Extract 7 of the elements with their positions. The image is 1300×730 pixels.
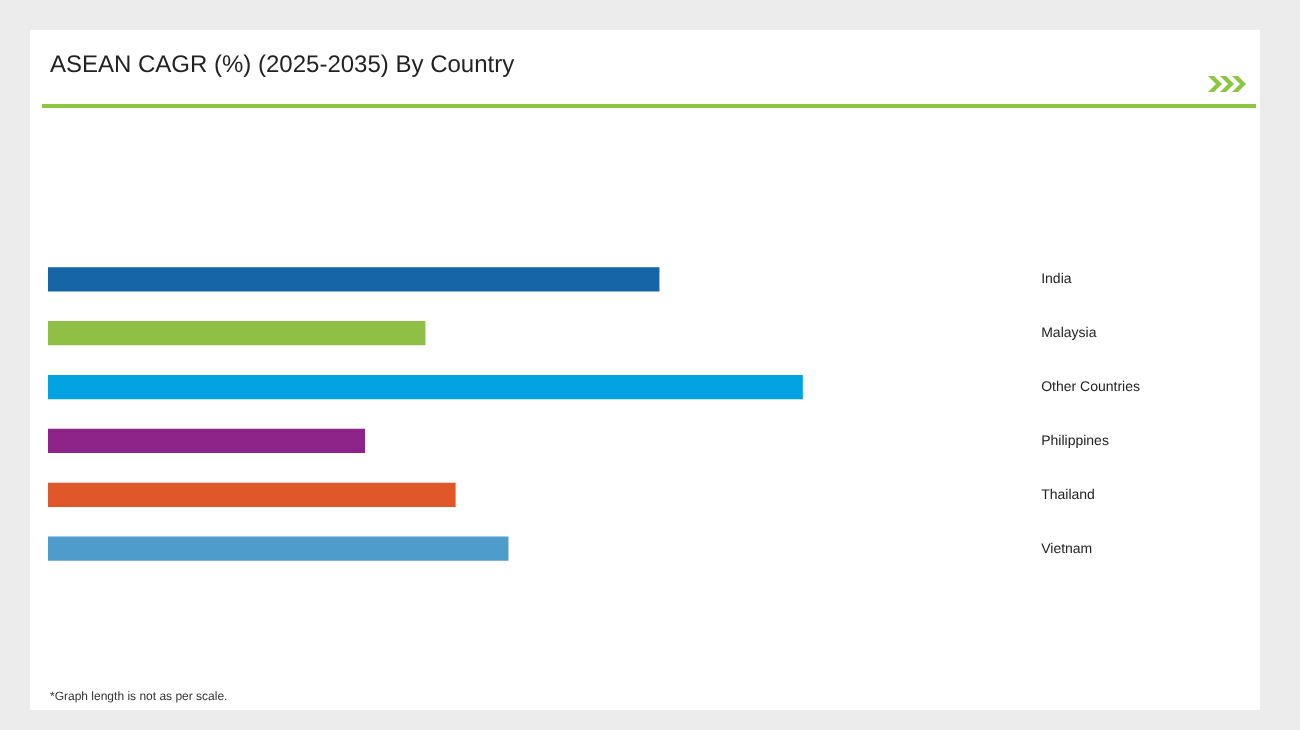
chart-title: ASEAN CAGR (%) (2025-2035) By Country: [50, 50, 515, 78]
bar: [48, 267, 660, 292]
bar: [48, 536, 509, 561]
bar: [48, 374, 803, 400]
bar: [48, 482, 456, 507]
bar: [48, 321, 426, 346]
bar: [48, 428, 366, 454]
